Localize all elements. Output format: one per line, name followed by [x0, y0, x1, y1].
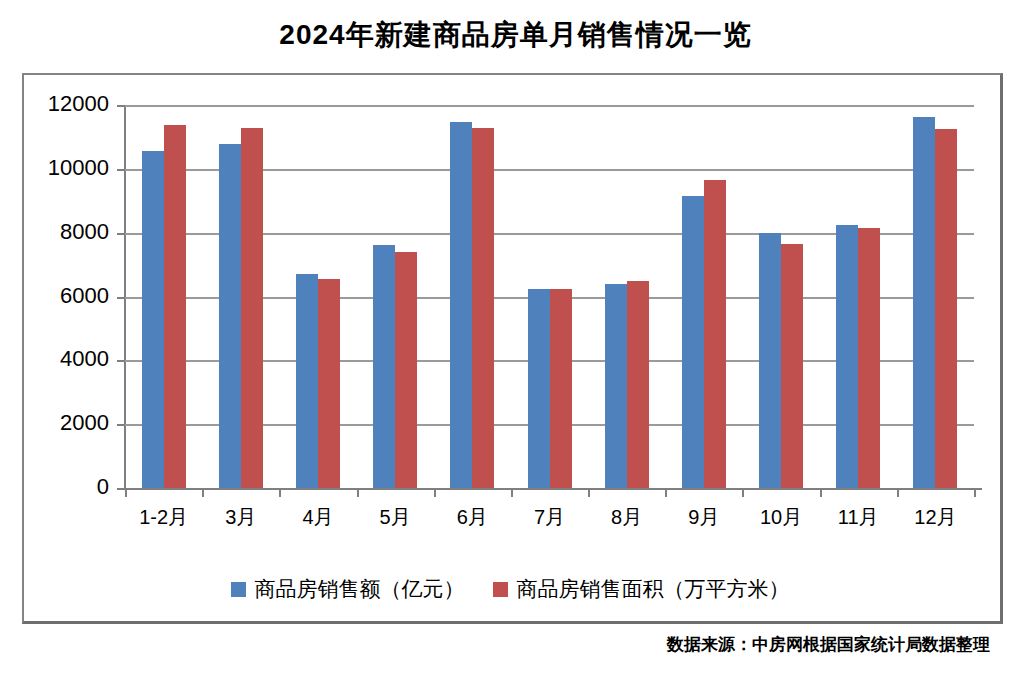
x-axis-tick — [588, 490, 590, 497]
bar-sales — [759, 233, 781, 488]
y-axis-label: 6000 — [19, 283, 109, 309]
bar-area — [164, 125, 186, 488]
legend-swatch-icon — [231, 582, 246, 597]
bar-area — [472, 128, 494, 488]
x-axis-tick — [742, 490, 744, 497]
bar-sales — [219, 144, 241, 488]
x-axis-tick — [974, 490, 976, 497]
y-axis-label: 8000 — [19, 219, 109, 245]
bar-area — [318, 279, 340, 488]
gridline — [125, 105, 974, 107]
bar-area — [395, 252, 417, 488]
x-axis-line — [117, 488, 982, 490]
y-axis-tick — [117, 360, 125, 362]
legend-label: 商品房销售面积（万平方米） — [517, 575, 790, 603]
bar-sales — [528, 289, 550, 488]
y-axis-tick — [117, 233, 125, 235]
x-axis-tick — [820, 490, 822, 497]
x-axis-tick — [279, 490, 281, 497]
y-axis-label: 2000 — [19, 410, 109, 436]
bar-sales — [605, 284, 627, 488]
chart-panel: 0200040006000800010000120001-2月3月4月5月6月7… — [22, 73, 1003, 624]
y-axis-label: 0 — [19, 474, 109, 500]
bar-area — [781, 244, 803, 488]
bar-sales — [682, 196, 704, 488]
bar-area — [858, 228, 880, 488]
bar-sales — [296, 274, 318, 488]
y-axis-tick — [117, 297, 125, 299]
y-axis-tick — [117, 424, 125, 426]
x-axis-tick — [434, 490, 436, 497]
x-axis-label: 12月 — [890, 504, 980, 531]
y-axis-label: 4000 — [19, 346, 109, 372]
bar-area — [627, 281, 649, 488]
bar-sales — [836, 225, 858, 488]
legend-item: 商品房销售面积（万平方米） — [493, 575, 790, 603]
bar-sales — [142, 151, 164, 488]
legend-item: 商品房销售额（亿元） — [231, 575, 465, 603]
chart-title: 2024年新建商品房单月销售情况一览 — [0, 16, 1031, 54]
bar-area — [704, 180, 726, 488]
plot-area: 0200040006000800010000120001-2月3月4月5月6月7… — [125, 105, 974, 488]
bar-area — [241, 128, 263, 488]
source-note: 数据来源：中房网根据国家统计局数据整理 — [667, 633, 990, 656]
legend-swatch-icon — [493, 582, 508, 597]
x-axis-tick — [125, 490, 127, 497]
y-axis-tick — [117, 169, 125, 171]
x-axis-tick — [202, 490, 204, 497]
x-axis-tick — [897, 490, 899, 497]
y-axis-label: 12000 — [19, 91, 109, 117]
bar-area — [935, 129, 957, 488]
bar-sales — [450, 122, 472, 488]
x-axis-tick — [511, 490, 513, 497]
bar-area — [550, 289, 572, 488]
legend-label: 商品房销售额（亿元） — [255, 575, 465, 603]
x-axis-tick — [665, 490, 667, 497]
x-axis-tick — [357, 490, 359, 497]
bar-sales — [373, 245, 395, 488]
y-axis-tick — [117, 105, 125, 107]
bar-sales — [913, 117, 935, 488]
y-axis-tick — [117, 488, 125, 490]
page: { "title": "2024年新建商品房单月销售情况一览", "source… — [0, 0, 1031, 679]
chart-legend: 商品房销售额（亿元） 商品房销售面积（万平方米） — [24, 575, 996, 603]
y-axis-label: 10000 — [19, 155, 109, 181]
